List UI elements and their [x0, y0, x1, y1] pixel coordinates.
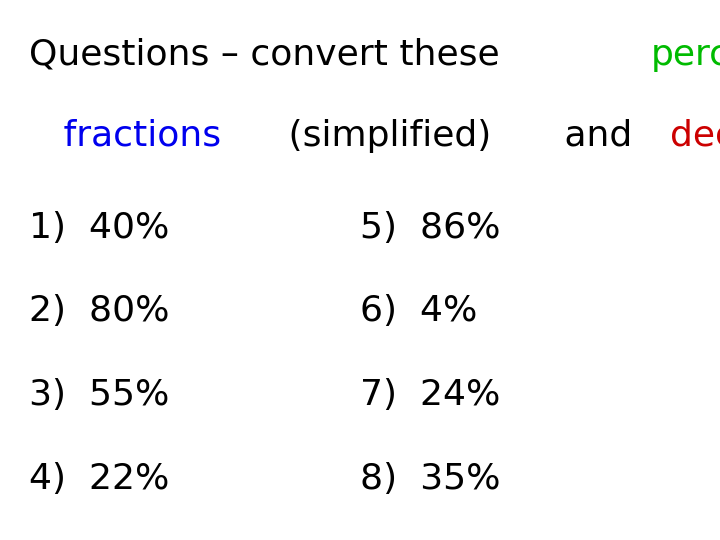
Text: 8)  35%: 8) 35%	[360, 462, 500, 496]
Text: 2)  80%: 2) 80%	[29, 294, 169, 328]
Text: 5)  86%: 5) 86%	[360, 211, 500, 245]
Text: (simplified): (simplified)	[276, 119, 491, 153]
Text: 3)  55%: 3) 55%	[29, 378, 169, 412]
Text: decimals: decimals	[670, 119, 720, 153]
Text: 6)  4%: 6) 4%	[360, 294, 477, 328]
Text: Questions – convert these: Questions – convert these	[29, 38, 511, 72]
Text: 4)  22%: 4) 22%	[29, 462, 169, 496]
Text: 1)  40%: 1) 40%	[29, 211, 169, 245]
Text: percentages: percentages	[651, 38, 720, 72]
Text: and: and	[553, 119, 644, 153]
Text: fractions: fractions	[29, 119, 221, 153]
Text: 7)  24%: 7) 24%	[360, 378, 500, 412]
